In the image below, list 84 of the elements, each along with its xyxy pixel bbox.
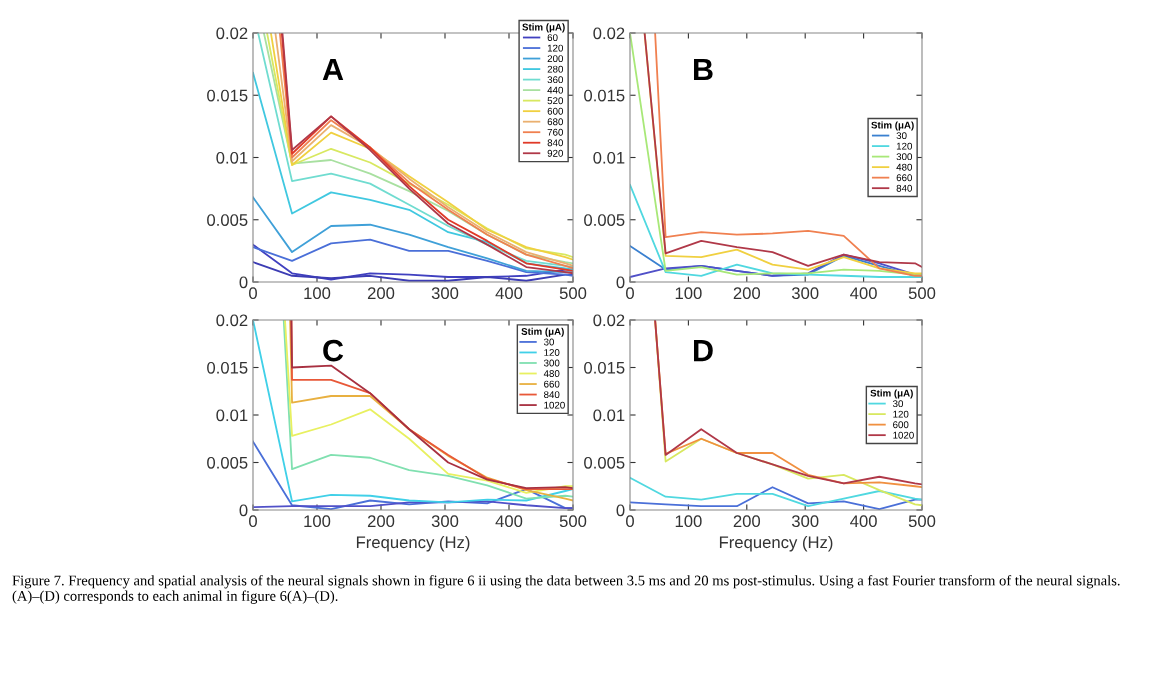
x-tick-label: 400 [850,287,877,300]
x-tick-label: 0 [249,515,257,528]
legend-label: 440 [547,86,564,94]
x-tick-label: 200 [733,287,761,300]
y-tick-label: 0.005 [584,214,625,226]
legend-title: Stim (μA) [871,121,914,131]
x-tick-label: 0 [626,515,634,528]
y-tick-label: 0.015 [584,89,625,102]
x-tick-label: 100 [304,515,331,528]
legend-label: 840 [547,139,564,147]
x-tick-label: 200 [367,515,395,528]
x-tick-label: 500 [908,287,936,300]
y-tick-label: 0 [239,276,248,289]
legend-label: 300 [896,153,913,161]
x-tick-label: 400 [850,515,877,528]
x-axis-title: Frequency (Hz) [356,535,470,552]
legend-label: 840 [544,391,560,399]
x-tick-label: 200 [733,515,761,528]
x-tick-label: 200 [367,287,395,300]
legend-label: 120 [547,44,564,52]
x-tick-label: 300 [791,287,819,300]
legend-label: 660 [896,174,913,182]
legend-label: 480 [543,370,560,377]
annotation: A [322,59,344,81]
legend-label: 300 [543,359,560,367]
y-tick-label: 0 [616,276,625,289]
legend-label: 680 [547,118,564,126]
y-tick-label: 0.02 [593,314,625,327]
legend-label: 660 [544,380,560,388]
y-tick-label: 0.005 [207,456,248,469]
y-tick-label: 0.02 [593,27,625,40]
legend-label: 600 [893,421,909,429]
x-tick-label: 100 [304,287,331,300]
legend-label: 360 [547,76,564,84]
annotation: D [694,340,713,362]
legend-label: 120 [893,410,909,418]
legend-label: 120 [896,142,913,150]
x-tick-label: 0 [249,287,257,300]
x-tick-label: 500 [908,515,936,528]
y-tick-label: 0 [239,504,248,517]
x-tick-label: 100 [675,515,702,528]
y-tick-label: 0.01 [593,151,625,164]
x-tick-label: 300 [431,287,459,300]
y-tick-label: 0 [616,504,625,517]
x-tick-label: 300 [791,515,819,528]
x-tick-label: 400 [495,515,523,528]
legend-title: Stim (μA) [870,389,913,399]
y-tick-label: 0.01 [593,409,625,422]
y-tick-label: 0.01 [216,151,248,164]
legend-label: 600 [547,107,564,115]
caption: Figure 7. Frequency and spatial analysis of the neural signals shown in figure 6 ii using the data between 3.5 ms and 20 ms post-stimulus. Using a fast Fourier transform of the neural signals. (A)–(D) corresponds to each animal in figure 6(A)–(D). [12,575,1120,604]
y-tick-label: 0.01 [216,409,248,422]
legend-label: 1020 [893,431,914,439]
y-tick-label: 0.005 [584,456,625,469]
y-tick-label: 0.015 [584,361,625,374]
legend-label: 30 [892,400,904,408]
legend-label: 480 [896,163,913,171]
legend-label: 760 [547,128,564,136]
legend-label: 30 [543,338,555,346]
annotation: B [694,59,713,81]
y-tick-label: 0.015 [207,89,248,102]
x-tick-label: 0 [626,287,634,300]
y-tick-label: 0.015 [207,361,248,374]
legend-label: 120 [544,349,560,356]
legend-title: Stim (μA) [521,327,564,337]
x-tick-label: 500 [559,515,587,528]
legend-label: 30 [896,132,907,140]
y-tick-label: 0.02 [216,27,248,40]
x-tick-label: 400 [495,287,523,300]
legend-title: Stim (μA) [522,23,565,33]
legend-label: 840 [896,184,913,192]
y-tick-label: 0.005 [207,214,248,226]
legend-label: 1020 [544,401,565,409]
legend-label: 920 [547,149,564,157]
legend-label: 520 [547,97,564,105]
legend-label: 200 [547,55,564,63]
x-tick-label: 300 [431,515,459,528]
y-tick-label: 0.02 [216,314,248,327]
x-tick-label: 100 [675,287,702,300]
legend-label: 60 [547,34,558,42]
x-axis-title: Frequency (Hz) [719,535,833,552]
legend-label: 280 [547,65,564,73]
x-tick-label: 500 [559,287,587,300]
annotation: C [323,339,344,362]
